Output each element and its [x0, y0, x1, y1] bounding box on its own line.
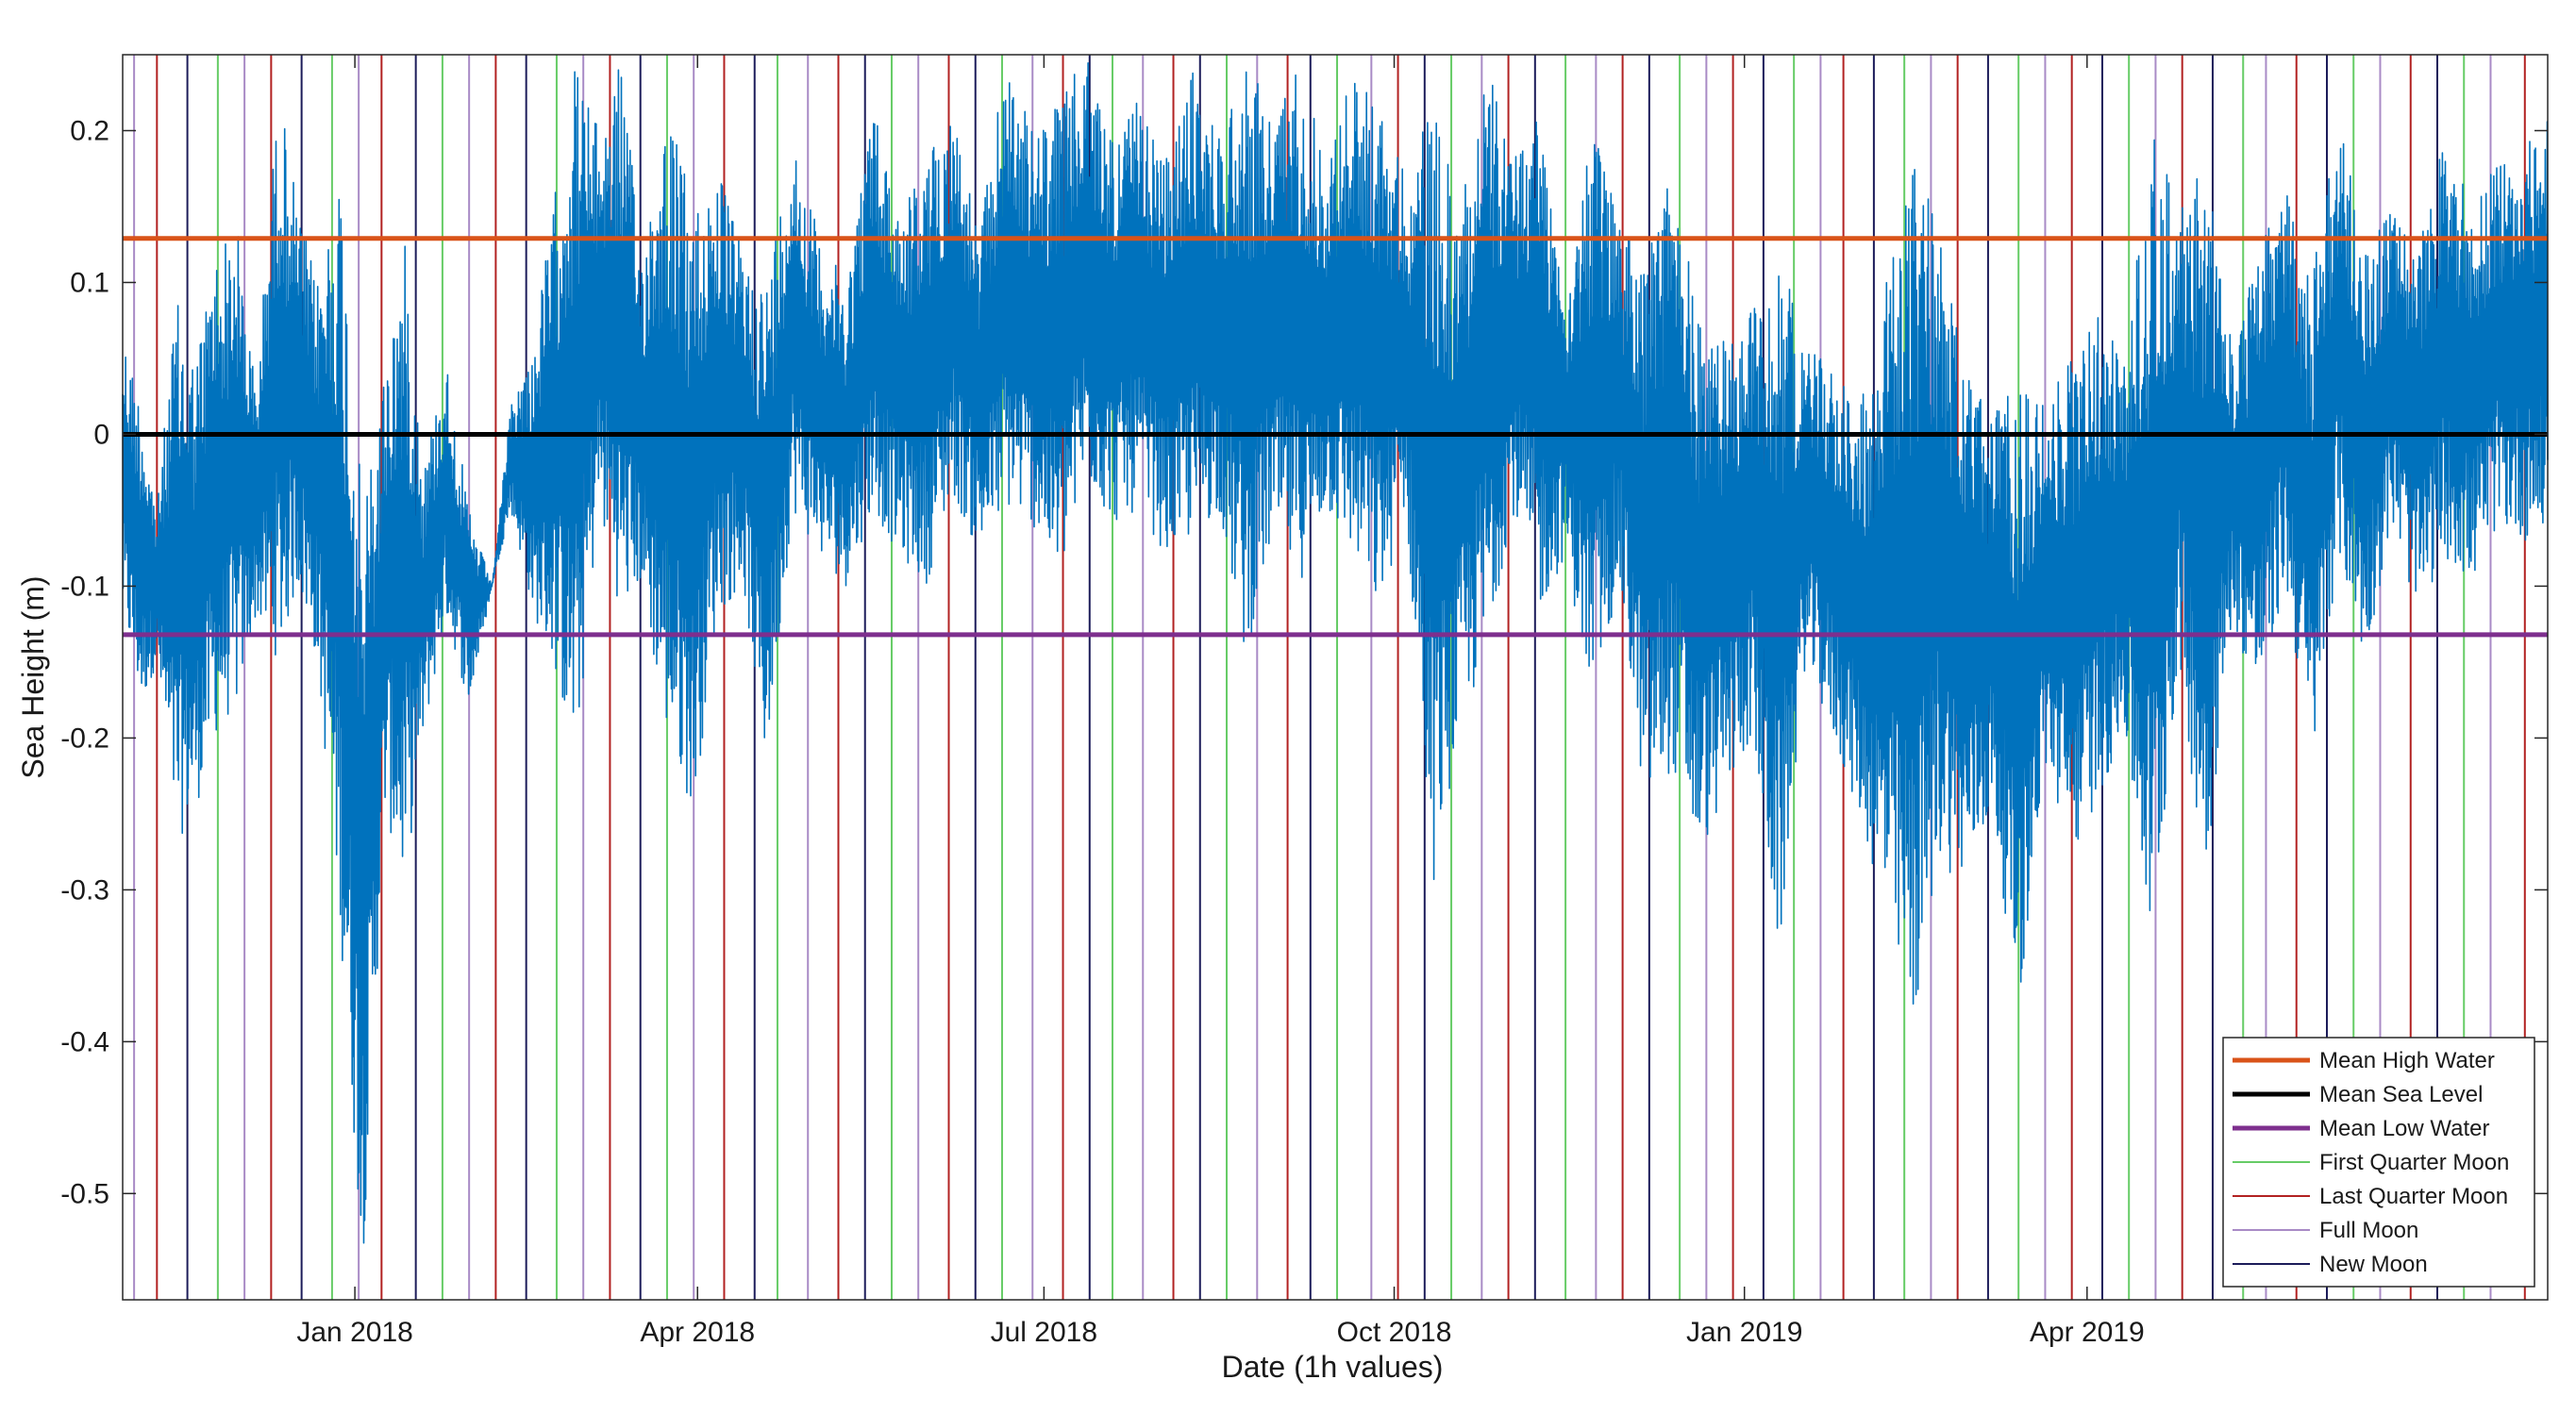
reference-lines — [123, 236, 2548, 638]
y-axis-title: Sea Height (m) — [16, 575, 50, 778]
y-axis: 0.2 0.1 0 -0.1 -0.2 -0.3 -0.4 -0.5 — [60, 115, 2548, 1209]
legend: Mean High Water Mean Sea Level Mean Low Wa… — [2222, 1037, 2535, 1288]
sea-height-series — [122, 62, 2549, 1244]
y-tick-label: -0.2 — [60, 723, 109, 754]
legend-label: Mean Low Water — [2319, 1116, 2490, 1141]
y-tick-label: -0.1 — [60, 571, 109, 602]
y-tick-label: -0.5 — [60, 1178, 109, 1209]
y-tick-label: 0.2 — [70, 115, 109, 146]
y-tick-label: 0.1 — [70, 267, 109, 298]
legend-label: Full Moon — [2319, 1218, 2418, 1243]
legend-label: Last Quarter Moon — [2319, 1184, 2508, 1209]
x-tick-label: Jan 2018 — [296, 1317, 412, 1348]
legend-label: First Quarter Moon — [2319, 1150, 2509, 1175]
legend-label: Mean Sea Level — [2319, 1082, 2483, 1107]
x-tick-label: Apr 2019 — [2030, 1317, 2145, 1348]
x-tick-label: Oct 2018 — [1337, 1317, 1452, 1348]
x-tick-label: Apr 2018 — [640, 1317, 755, 1348]
y-tick-label: 0 — [93, 419, 109, 450]
y-tick-label: -0.3 — [60, 874, 109, 906]
legend-label: New Moon — [2319, 1252, 2428, 1277]
x-tick-label: Jul 2018 — [991, 1317, 1097, 1348]
x-axis-title: Date (1h values) — [1222, 1350, 1444, 1384]
sea-height-line — [122, 62, 2549, 1244]
x-axis: Jan 2018 Apr 2018 Jul 2018 Oct 2018 Jan 2019… — [296, 55, 2145, 1348]
y-tick-label: -0.4 — [60, 1026, 109, 1057]
x-tick-label: Jan 2019 — [1686, 1317, 1802, 1348]
legend-label: Mean High Water — [2319, 1048, 2495, 1073]
plot-frame — [122, 54, 2549, 1301]
